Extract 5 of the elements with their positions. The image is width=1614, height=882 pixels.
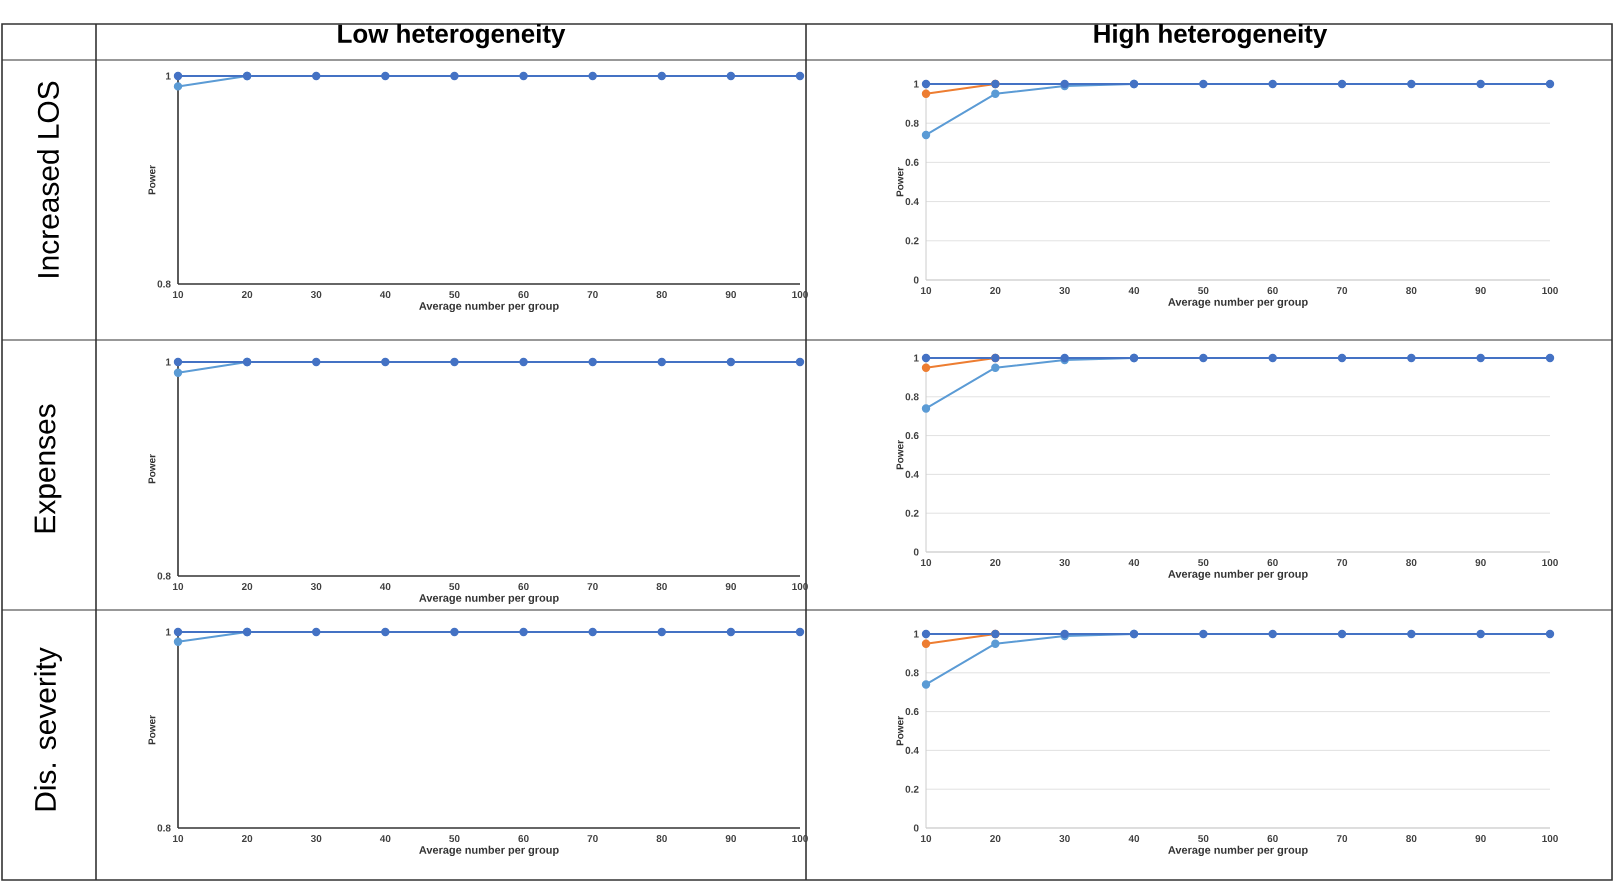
text: Dis. severity xyxy=(34,647,62,811)
text: Increased LOS xyxy=(37,81,59,277)
text: Expenses xyxy=(34,404,62,533)
chart-title: High heterogeneity xyxy=(1094,23,1328,49)
chart-title: Low heterogeneity xyxy=(338,23,566,49)
